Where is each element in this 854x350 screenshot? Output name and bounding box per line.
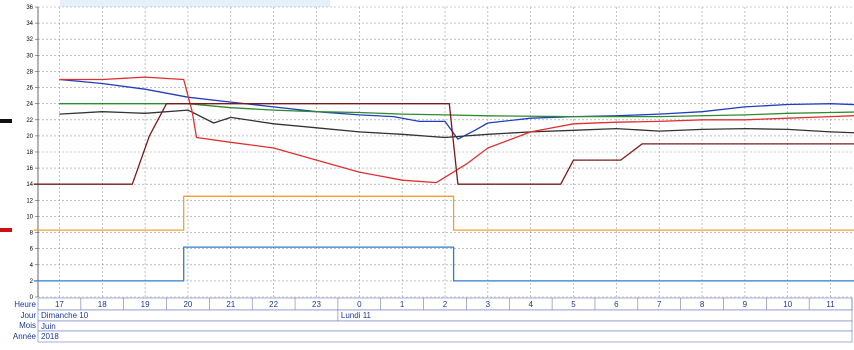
footer-row-label: Heure xyxy=(14,300,36,309)
y-tick-label: 10 xyxy=(26,214,33,220)
y-tick-label: 26 xyxy=(26,86,33,92)
left-markers xyxy=(0,119,12,232)
hour-label: 5 xyxy=(571,300,576,309)
black-marker xyxy=(0,119,12,123)
hour-label: 1 xyxy=(400,300,405,309)
series-line-7 xyxy=(33,246,854,282)
y-tick-label: 14 xyxy=(26,182,33,188)
red-marker xyxy=(0,228,12,232)
y-tick-label: 0 xyxy=(30,295,34,301)
hour-label: 20 xyxy=(183,300,192,309)
y-tick-label: 34 xyxy=(26,21,33,27)
hour-label: 3 xyxy=(486,300,491,309)
y-tick-label: 20 xyxy=(26,134,33,140)
y-tick-label: 36 xyxy=(26,5,33,11)
chart-grid xyxy=(38,6,852,298)
y-tick-label: 24 xyxy=(26,102,33,108)
month-value: Juin xyxy=(41,322,56,331)
hour-label: 17 xyxy=(55,300,64,309)
hour-label: 2 xyxy=(443,300,448,309)
selection-highlight xyxy=(60,0,330,7)
y-tick-label: 32 xyxy=(26,37,33,43)
hour-label: 21 xyxy=(226,300,235,309)
hour-label: 9 xyxy=(743,300,748,309)
day-label: Lundi 11 xyxy=(341,311,372,320)
hour-label: 10 xyxy=(783,300,792,309)
hour-label: 22 xyxy=(269,300,278,309)
y-tick-label: 6 xyxy=(30,247,34,253)
chart-series xyxy=(33,76,854,282)
footer-row-label: Année xyxy=(13,332,37,341)
hour-label: 0 xyxy=(357,300,362,309)
series-line-5 xyxy=(33,103,854,185)
series-line-3 xyxy=(59,109,854,139)
hour-label: 7 xyxy=(657,300,662,309)
footer-row-label: Jour xyxy=(20,311,36,320)
hour-label: 11 xyxy=(826,300,835,309)
y-tick-label: 22 xyxy=(26,118,33,124)
y-tick-label: 18 xyxy=(26,150,33,156)
y-tick-label: 12 xyxy=(26,198,33,204)
hour-label: 19 xyxy=(141,300,150,309)
footer-row-label: Mois xyxy=(19,321,36,330)
hour-label: 18 xyxy=(98,300,107,309)
series-line-2 xyxy=(59,103,854,118)
hour-label: 23 xyxy=(312,300,321,309)
footer-row xyxy=(37,320,853,332)
hour-label: 6 xyxy=(614,300,619,309)
year-value: 2018 xyxy=(41,332,59,341)
series-line-6 xyxy=(33,195,854,231)
y-tick-label: 8 xyxy=(30,231,34,237)
hour-label: 4 xyxy=(528,300,533,309)
hour-label: 8 xyxy=(700,300,705,309)
series-line-4 xyxy=(59,76,854,184)
footer-row xyxy=(37,330,853,343)
y-tick-label: 28 xyxy=(26,69,33,75)
series-line-1 xyxy=(59,78,854,140)
y-tick-label: 4 xyxy=(30,263,34,269)
y-tick-label: 16 xyxy=(26,166,33,172)
day-label: Dimanche 10 xyxy=(41,311,89,320)
y-tick-label: 30 xyxy=(26,53,33,59)
footer-row xyxy=(37,309,853,322)
y-tick-label: 2 xyxy=(30,279,34,285)
